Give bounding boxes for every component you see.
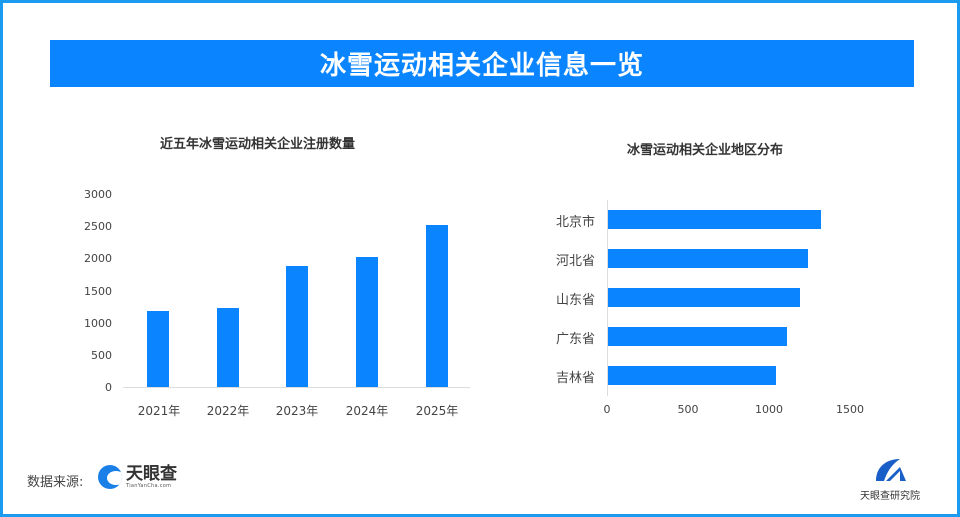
institute-name: 天眼查研究院 bbox=[860, 491, 920, 502]
y-tick: 500 bbox=[91, 349, 112, 362]
bar-广东省 bbox=[608, 327, 788, 346]
institute-logo: 天眼查研究院 bbox=[840, 455, 940, 502]
x-tick: 2023年 bbox=[275, 404, 319, 418]
category-label: 广东省 bbox=[555, 332, 595, 347]
y-tick: 2500 bbox=[84, 220, 112, 233]
region-chart-title: 冰雪运动相关企业地区分布 bbox=[627, 143, 784, 158]
tianyancha-logo-url: TianYanCha.com bbox=[126, 483, 172, 489]
x-tick: 500 bbox=[677, 403, 699, 416]
x-tick: 1000 bbox=[755, 403, 783, 416]
category-label: 山东省 bbox=[555, 293, 595, 308]
tianyancha-logo-text: 天眼查 bbox=[126, 464, 177, 484]
category-label: 吉林省 bbox=[555, 371, 595, 386]
category-label: 河北省 bbox=[555, 254, 595, 269]
tianyancha-logo: 天眼查 TianYanCha.com bbox=[98, 465, 177, 489]
registration-chart-title: 近五年冰雪运动相关企业注册数量 bbox=[160, 137, 356, 152]
category-label: 北京市 bbox=[555, 215, 595, 230]
y-tick: 3000 bbox=[84, 188, 112, 201]
y-axis-line bbox=[607, 200, 608, 396]
title-banner: 冰雪运动相关企业信息一览 bbox=[50, 40, 914, 87]
y-tick: 1000 bbox=[84, 317, 112, 330]
bar-2021年 bbox=[147, 311, 169, 387]
y-tick: 0 bbox=[105, 381, 112, 394]
bar-河北省 bbox=[608, 249, 809, 268]
bar-2022年 bbox=[217, 307, 239, 387]
bar-2025年 bbox=[426, 224, 448, 387]
y-tick: 2000 bbox=[84, 252, 112, 265]
institute-logo-icon bbox=[872, 455, 908, 485]
bar-山东省 bbox=[608, 288, 800, 307]
x-tick: 0 bbox=[603, 403, 611, 416]
bar-2023年 bbox=[286, 266, 308, 387]
data-source-label: 数据来源: bbox=[27, 475, 84, 490]
bar-北京市 bbox=[608, 210, 821, 229]
x-tick: 2022年 bbox=[206, 404, 250, 418]
x-tick: 2025年 bbox=[415, 404, 459, 418]
y-tick: 1500 bbox=[84, 285, 112, 298]
x-tick: 2024年 bbox=[345, 404, 389, 418]
bar-2024年 bbox=[356, 257, 378, 387]
bar-吉林省 bbox=[608, 366, 776, 385]
x-tick: 2021年 bbox=[137, 404, 181, 418]
page-title: 冰雪运动相关企业信息一览 bbox=[319, 51, 644, 81]
tianyancha-logo-icon bbox=[98, 465, 122, 489]
x-tick: 1500 bbox=[836, 403, 864, 416]
x-axis-line bbox=[123, 387, 470, 388]
